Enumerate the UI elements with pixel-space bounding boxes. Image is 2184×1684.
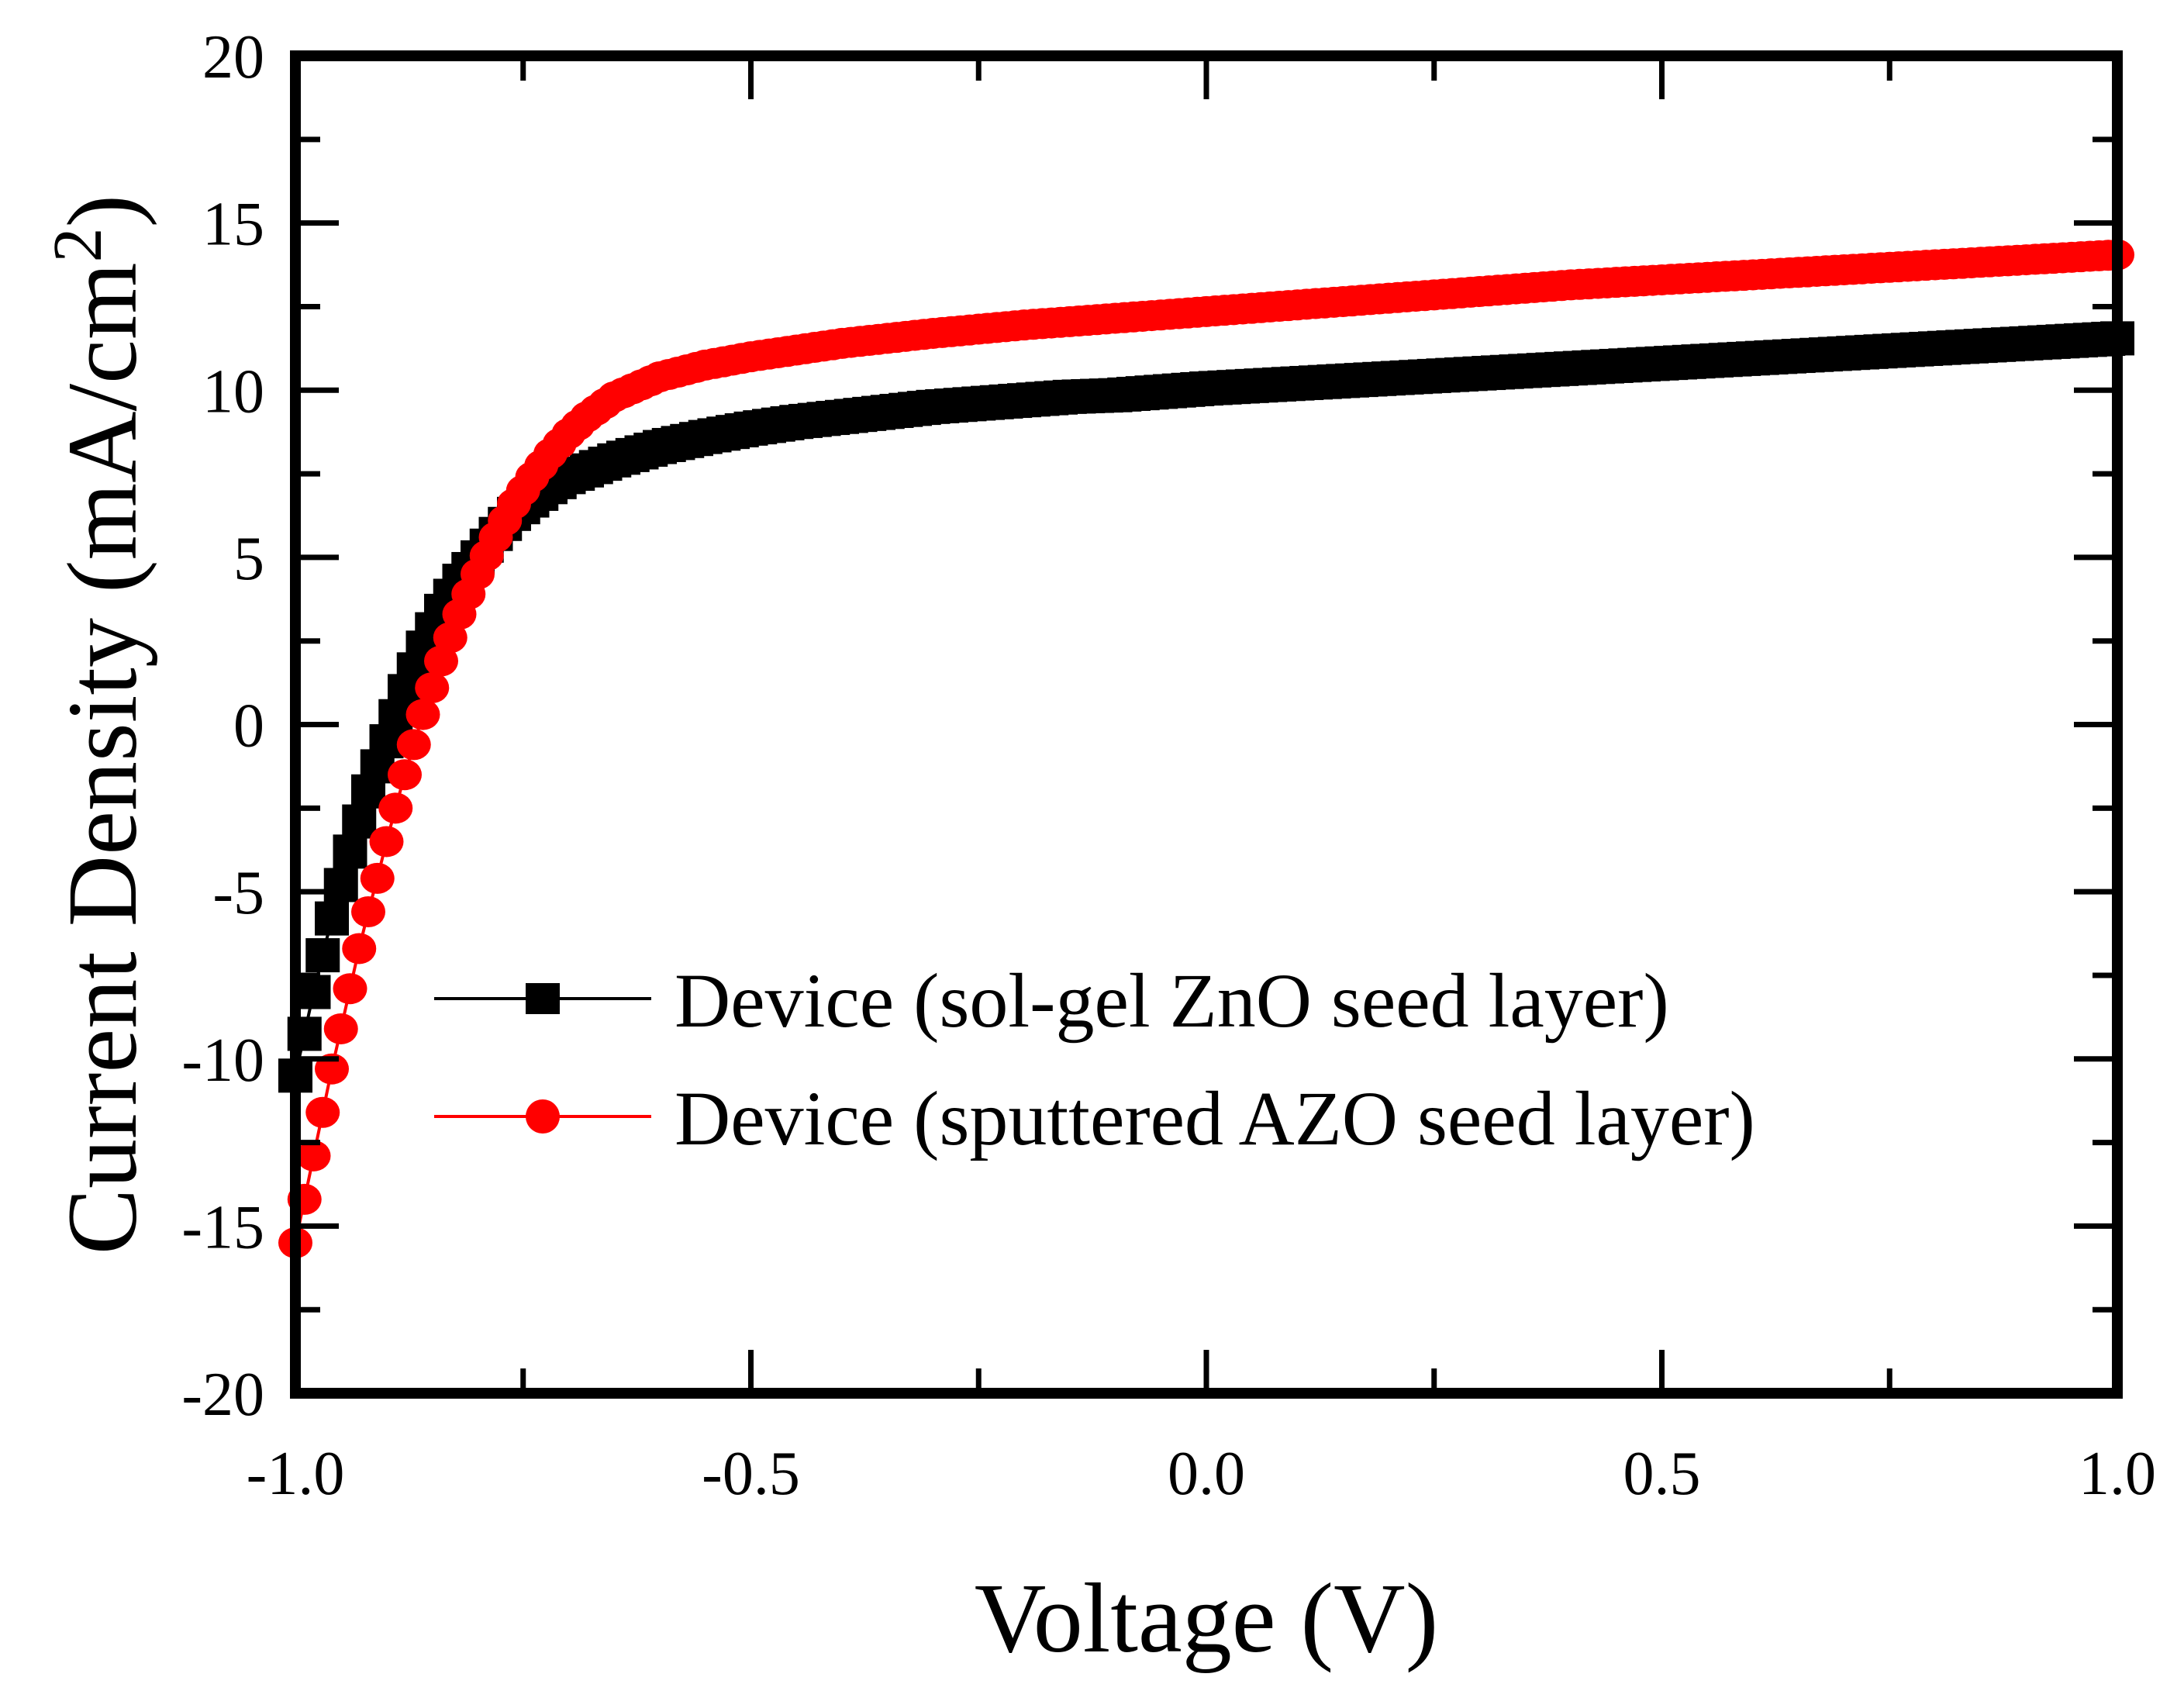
data-point-square: [305, 938, 340, 973]
series-sol-gel-zno: [278, 321, 2134, 1093]
legend-marker-square: [526, 983, 560, 1014]
legend: Device (sol-gel ZnO seed layer) Device (…: [434, 958, 1755, 1161]
data-point-circle: [323, 1013, 358, 1044]
data-point-circle: [333, 973, 367, 1005]
data-point-circle: [296, 1140, 331, 1172]
y-axis-title-close: ): [47, 195, 157, 228]
y-axis-title-superscript: 2: [40, 227, 116, 262]
y-tick-label: -10: [181, 1027, 264, 1095]
data-point-circle: [424, 645, 458, 677]
tick-labels: -1.0 -0.5 0.0 0.5 1.0 -20 -15 -10 -5 0 5 10 15 20: [181, 23, 2156, 1508]
data-point-square: [315, 901, 349, 936]
y-tick-label: 10: [202, 357, 264, 426]
x-tick-label: 0.5: [1623, 1440, 1701, 1508]
data-point-circle: [405, 699, 440, 730]
legend-item-sol-gel: Device (sol-gel ZnO seed layer): [434, 958, 1669, 1044]
series-layer: [278, 239, 2134, 1258]
legend-marker-circle: [526, 1099, 560, 1134]
x-tick-label: 0.0: [1168, 1440, 1245, 1508]
data-point-circle: [433, 622, 468, 654]
legend-item-azo: Device (sputtered AZO seed layer): [434, 1075, 1755, 1161]
y-tick-label: -5: [212, 859, 264, 927]
y-tick-label: 0: [233, 692, 264, 761]
data-point-square: [296, 975, 331, 1009]
data-point-square: [342, 804, 377, 839]
y-tick-label: 5: [233, 525, 264, 593]
data-point-circle: [369, 826, 404, 858]
series-sputtered-azo: [278, 239, 2134, 1258]
data-point-square: [333, 834, 367, 869]
y-tick-label: 15: [202, 191, 264, 259]
data-point-circle: [342, 933, 377, 965]
data-point-circle: [415, 672, 450, 704]
x-tick-label: -1.0: [247, 1440, 345, 1508]
ticks-layer: [292, 53, 2120, 1396]
y-tick-label: 20: [202, 23, 264, 91]
y-axis-title: Current Density (mA/cm2): [40, 195, 157, 1254]
data-point-circle: [351, 896, 385, 927]
data-point-circle: [305, 1096, 340, 1128]
y-tick-label: -15: [181, 1193, 264, 1261]
data-point-circle: [378, 792, 413, 824]
data-point-circle: [388, 759, 422, 791]
legend-label-sol-gel: Device (sol-gel ZnO seed layer): [675, 958, 1669, 1044]
x-tick-label: 1.0: [2079, 1440, 2156, 1508]
data-point-square: [323, 868, 358, 902]
legend-label-azo: Device (sputtered AZO seed layer): [675, 1075, 1755, 1161]
y-axis-title-main: Current Density (mA/cm: [47, 262, 157, 1254]
y-tick-label: -20: [181, 1361, 264, 1429]
x-axis-title: Voltage (V): [975, 1563, 1438, 1673]
data-point-circle: [396, 729, 431, 761]
x-tick-label: -0.5: [702, 1440, 800, 1508]
data-point-circle: [360, 862, 395, 894]
